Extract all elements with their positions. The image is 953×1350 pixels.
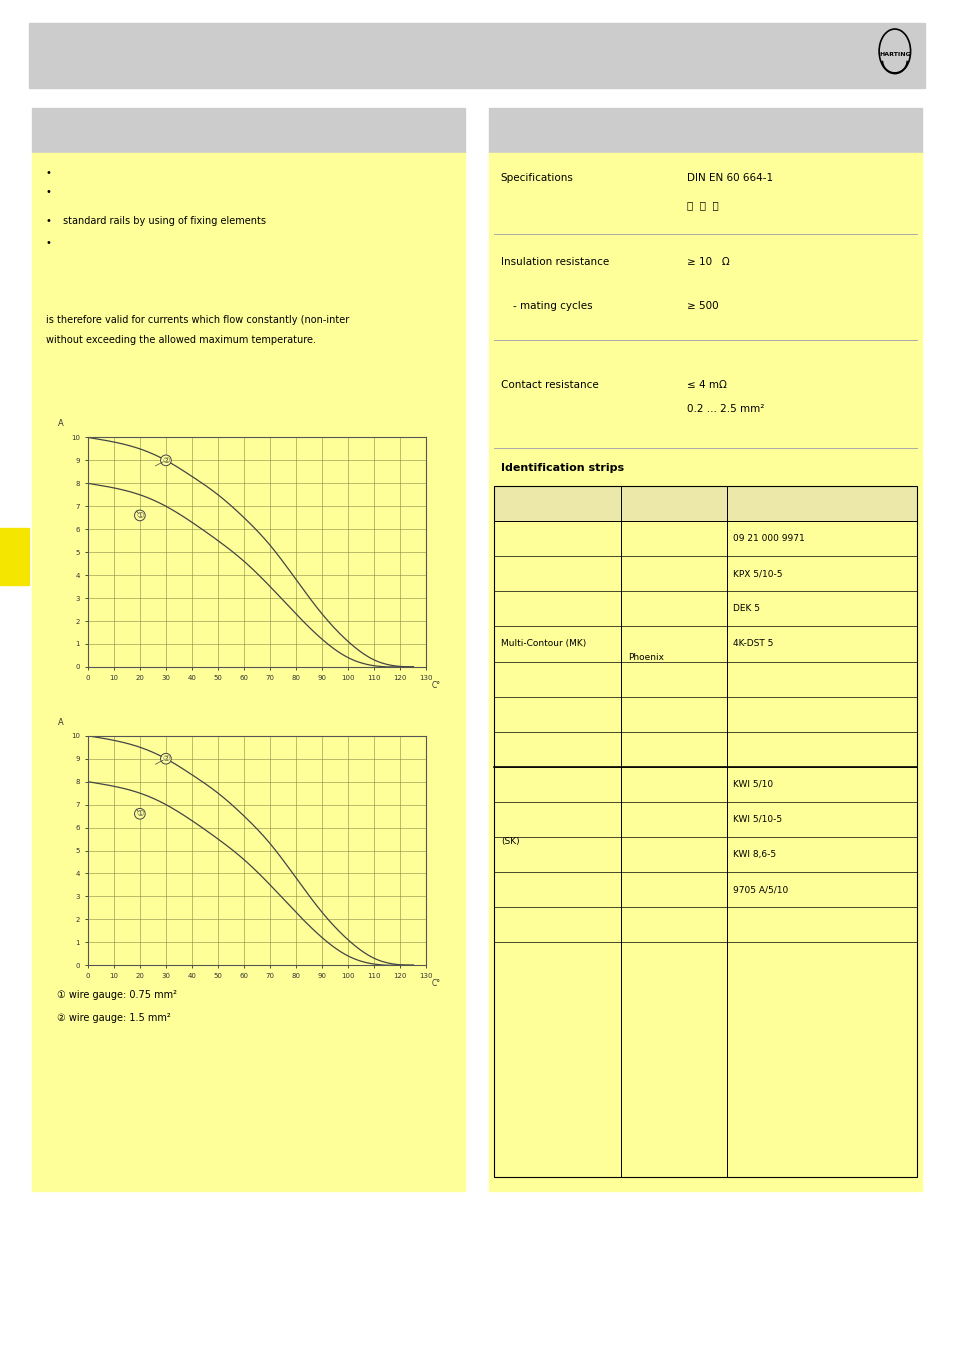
Text: ①: ①	[136, 510, 144, 520]
Text: HARTING: HARTING	[878, 51, 910, 57]
Bar	[489, 153, 921, 1191]
Text: is therefore valid for currents which flow constantly (non-inter: is therefore valid for currents which fl…	[46, 315, 349, 325]
Text: (SK): (SK)	[500, 837, 519, 845]
Text: ≥ 10   Ω: ≥ 10 Ω	[686, 256, 729, 267]
Bar	[489, 108, 921, 153]
Text: - mating cycles: - mating cycles	[513, 301, 592, 312]
Bar	[494, 486, 916, 1177]
Bar	[29, 23, 924, 88]
Text: ②: ②	[162, 456, 170, 464]
Text: Multi-Contour (MK): Multi-Contour (MK)	[500, 640, 585, 648]
Text: •: •	[46, 167, 51, 178]
Bar	[494, 486, 916, 521]
Text: KPX 5/10-5: KPX 5/10-5	[733, 570, 782, 578]
Text: KWI 8,6-5: KWI 8,6-5	[733, 850, 776, 859]
X-axis label: C°: C°	[432, 979, 440, 988]
Text: Phoenix: Phoenix	[627, 653, 663, 662]
Text: 0.2 ... 2.5 mm²: 0.2 ... 2.5 mm²	[686, 404, 763, 414]
Text: ①: ①	[136, 809, 144, 818]
Text: ≥ 500: ≥ 500	[686, 301, 718, 312]
X-axis label: C°: C°	[432, 680, 440, 690]
Text: DEK 5: DEK 5	[733, 605, 760, 613]
Text: •: •	[46, 238, 51, 248]
Text: KWI 5/10-5: KWI 5/10-5	[733, 815, 781, 824]
Text: •: •	[46, 186, 51, 197]
Text: ① wire gauge: 0.75 mm²: ① wire gauge: 0.75 mm²	[57, 990, 177, 1000]
Bar	[32, 108, 464, 153]
Y-axis label: A: A	[58, 420, 64, 428]
Text: Contact resistance: Contact resistance	[500, 379, 598, 390]
Text: 4K-DST 5: 4K-DST 5	[733, 640, 773, 648]
Text: 9705 A/5/10: 9705 A/5/10	[733, 886, 788, 894]
Text: DIN EN 60 664-1: DIN EN 60 664-1	[686, 173, 772, 184]
Text: ≤ 4 mΩ: ≤ 4 mΩ	[686, 379, 726, 390]
Bar	[0, 528, 29, 585]
Text: ② wire gauge: 1.5 mm²: ② wire gauge: 1.5 mm²	[57, 1012, 171, 1023]
Y-axis label: A: A	[58, 718, 64, 726]
Text: ②: ②	[162, 755, 170, 763]
Text: Ⓤ  Ⓒ  Ⓐ: Ⓤ Ⓒ Ⓐ	[686, 200, 718, 211]
Text: Insulation resistance: Insulation resistance	[500, 256, 608, 267]
Text: KWI 5/10: KWI 5/10	[733, 780, 773, 788]
Text: Identification strips: Identification strips	[500, 463, 623, 474]
Text: •: •	[46, 216, 51, 227]
Text: without exceeding the allowed maximum temperature.: without exceeding the allowed maximum te…	[46, 335, 315, 346]
Bar	[32, 153, 464, 1191]
Text: standard rails by using of fixing elements: standard rails by using of fixing elemen…	[63, 216, 266, 227]
Text: 09 21 000 9971: 09 21 000 9971	[733, 535, 804, 543]
Text: Specifications: Specifications	[500, 173, 573, 184]
